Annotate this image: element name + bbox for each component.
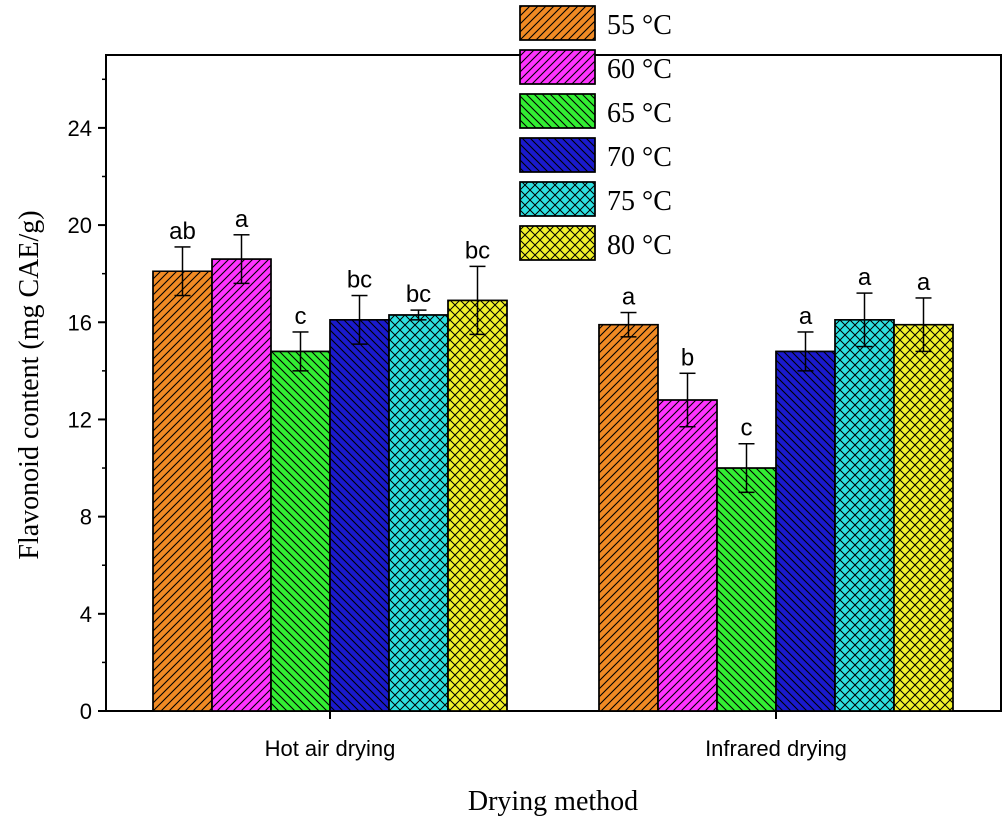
bar-hatch [598, 323, 659, 712]
legend-label: 65 °C [607, 98, 672, 129]
y-tick-label: 16 [68, 310, 92, 335]
significance-label: a [622, 284, 636, 311]
x-tick-label: Hot air drying [265, 736, 396, 761]
x-axis-title: Drying method [468, 786, 638, 817]
x-axis: Hot air drying Infrared drying [265, 711, 847, 761]
bar-hatch [657, 399, 718, 712]
legend-swatch-hatch [519, 5, 596, 41]
legend-label: 55 °C [607, 10, 672, 41]
significance-label: c [295, 303, 307, 330]
y-tick-label: 20 [68, 213, 92, 238]
legend-swatch-hatch [519, 93, 596, 129]
legend-label: 60 °C [607, 54, 672, 85]
legend: 55 °C 60 °C 65 °C 70 °C 75 °C 80 °C [519, 5, 672, 261]
x-tick-label: Infrared drying [705, 736, 847, 761]
y-tick-label: 8 [80, 505, 92, 530]
legend-label: 75 °C [607, 186, 672, 217]
legend-label: 70 °C [607, 142, 672, 173]
y-tick-label: 24 [68, 116, 92, 141]
y-tick-label: 12 [68, 407, 92, 432]
significance-label: b [681, 344, 694, 371]
legend-swatch-hatch [519, 137, 596, 173]
bar-hatch [388, 314, 449, 712]
y-axis-title: Flavonoid content (mg CAE/g) [14, 210, 45, 559]
bar-hatch [329, 319, 390, 712]
significance-label: c [741, 415, 753, 442]
legend-swatch-hatch [519, 49, 596, 85]
significance-label: a [235, 206, 249, 233]
bar-hatch [152, 270, 213, 712]
significance-label: ab [169, 218, 196, 245]
significance-label: a [799, 303, 813, 330]
bar-hatch [211, 258, 272, 712]
legend-label: 80 °C [607, 230, 672, 261]
bar-hatch [716, 467, 777, 712]
error-bars [174, 234, 932, 494]
bar-hatch [834, 319, 895, 712]
significance-label: bc [406, 281, 431, 308]
legend-swatch-hatch [519, 225, 596, 261]
legend-swatch-hatch [519, 181, 596, 217]
significance-label: a [858, 264, 872, 291]
bar-hatch [893, 323, 954, 712]
bars [152, 258, 954, 712]
y-axis: 0 4 8 12 16 20 24 [68, 78, 106, 724]
significance-label: a [917, 269, 931, 296]
bar-hatch [447, 299, 508, 712]
y-tick-label: 0 [80, 699, 92, 724]
significance-label: bc [465, 237, 490, 264]
bar-hatch [270, 350, 331, 712]
significance-label: bc [347, 267, 372, 294]
y-tick-label: 4 [80, 602, 92, 627]
bar-hatch [775, 350, 836, 712]
